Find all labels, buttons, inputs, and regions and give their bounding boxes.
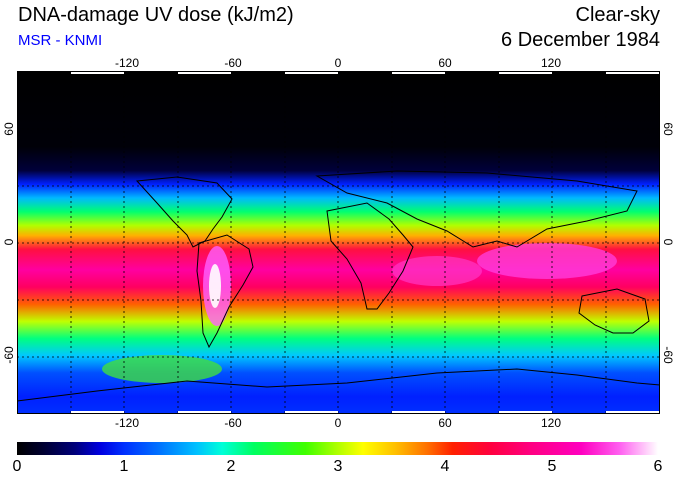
colorbar-label: 1 [119,458,129,475]
colorbar-label: 0 [12,458,22,475]
uv-hotspot [392,256,482,286]
coast-north-america [135,176,233,248]
frame-ticks [71,71,660,414]
map-date: 6 December 1984 [501,29,660,51]
frame-tick [285,411,338,414]
lon-tick-bottom: 120 [540,416,562,430]
lon-tick-top: -60 [224,56,242,70]
frame-tick [178,71,231,74]
lat-tick-left: -60 [2,346,16,364]
lat-tick-right: -60 [661,346,675,364]
colorbar [17,442,658,455]
colorbar-label: 3 [333,458,343,475]
colorbar-label: 5 [547,458,557,475]
map-title: DNA-damage UV dose (kJ/m2) [18,4,294,26]
uv-hotspot [477,243,617,279]
lon-tick-top: 0 [334,56,342,70]
frame-tick [285,71,338,74]
colorbar-label: 2 [226,458,236,475]
lat-tick-left: 0 [2,238,16,246]
frame-tick [392,71,445,74]
lon-tick-bottom: -120 [114,416,140,430]
uv-coldspot [102,355,222,383]
coast-eurasia [315,170,638,248]
sky-condition: Clear-sky [575,4,660,26]
frame-tick [71,71,124,74]
frame-tick [606,411,660,414]
frame-tick [606,71,660,74]
lon-tick-bottom: -60 [224,416,242,430]
coast-south-america [196,234,254,349]
lat-tick-right: 60 [661,122,675,136]
colorbar-label: 4 [440,458,450,475]
frame-tick [499,71,552,74]
lon-tick-top: 60 [438,56,452,70]
lon-tick-top: 120 [540,56,562,70]
lat-tick-right: 0 [661,238,675,246]
lon-tick-top: -120 [114,56,140,70]
coast-africa [326,202,414,310]
lat-tick-left: 60 [2,122,16,136]
frame-tick [499,411,552,414]
frame-tick [71,411,124,414]
uv-dose-map-svg [17,71,660,414]
coast-australia [578,288,650,334]
uv-dose-map [17,71,660,414]
uv-hotspot [209,264,221,308]
data-source: MSR - KNMI [18,32,103,49]
graticule [17,71,660,414]
lon-tick-bottom: 0 [334,416,342,430]
frame-tick [392,411,445,414]
colorbar-label: 6 [653,458,663,475]
lon-tick-bottom: 60 [438,416,452,430]
frame-tick [178,411,231,414]
